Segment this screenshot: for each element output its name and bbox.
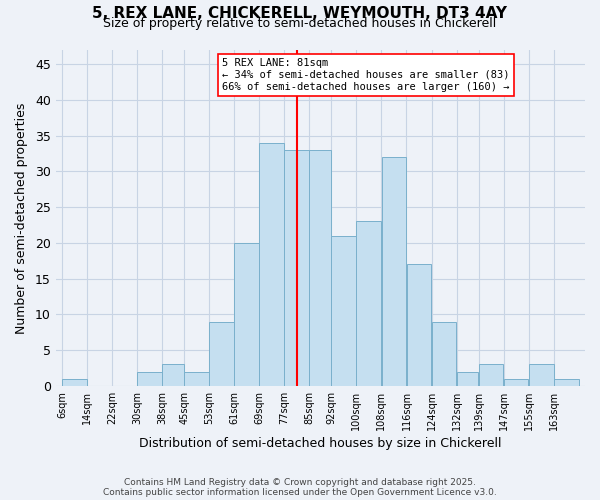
Bar <box>137 372 162 386</box>
Y-axis label: Number of semi-detached properties: Number of semi-detached properties <box>15 102 28 334</box>
Bar <box>382 157 406 386</box>
Text: 5, REX LANE, CHICKERELL, WEYMOUTH, DT3 4AY: 5, REX LANE, CHICKERELL, WEYMOUTH, DT3 4… <box>92 6 508 20</box>
Bar <box>284 150 309 386</box>
Bar <box>331 236 356 386</box>
Bar <box>529 364 554 386</box>
Text: 5 REX LANE: 81sqm
← 34% of semi-detached houses are smaller (83)
66% of semi-det: 5 REX LANE: 81sqm ← 34% of semi-detached… <box>223 58 510 92</box>
Bar <box>407 264 431 386</box>
Bar <box>479 364 503 386</box>
Bar <box>310 150 331 386</box>
Bar <box>503 378 529 386</box>
Bar <box>259 143 284 386</box>
X-axis label: Distribution of semi-detached houses by size in Chickerell: Distribution of semi-detached houses by … <box>139 437 502 450</box>
Bar <box>554 378 578 386</box>
Text: Size of property relative to semi-detached houses in Chickerell: Size of property relative to semi-detach… <box>103 18 497 30</box>
Bar <box>162 364 184 386</box>
Bar <box>62 378 87 386</box>
Bar <box>235 243 259 386</box>
Text: Contains HM Land Registry data © Crown copyright and database right 2025.
Contai: Contains HM Land Registry data © Crown c… <box>103 478 497 497</box>
Bar <box>184 372 209 386</box>
Bar <box>209 322 234 386</box>
Bar <box>356 222 381 386</box>
Bar <box>457 372 478 386</box>
Bar <box>431 322 457 386</box>
